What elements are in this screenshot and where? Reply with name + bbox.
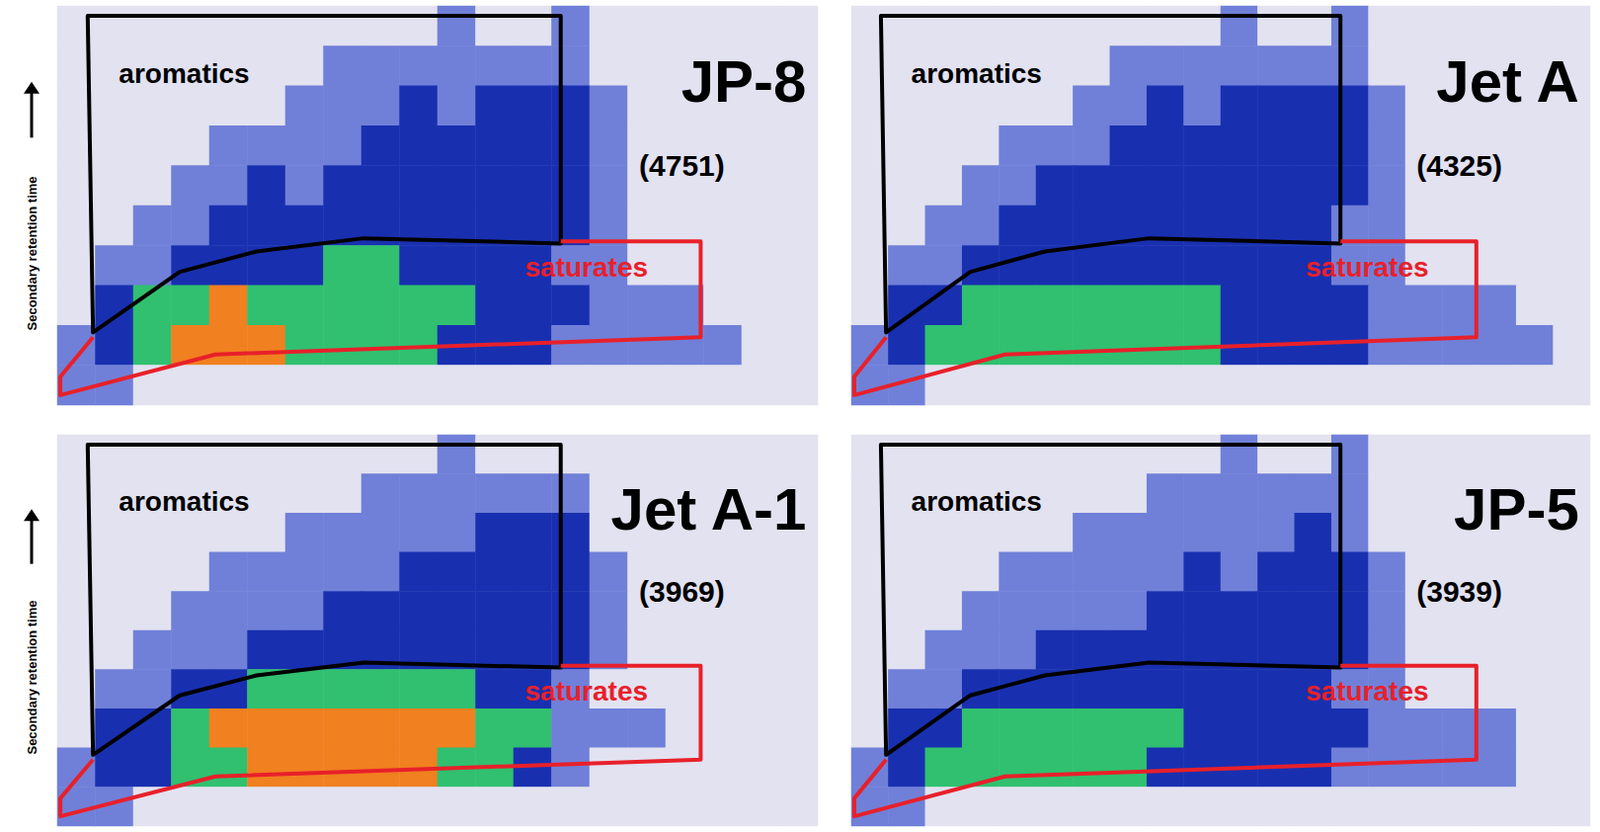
svg-text:aromatics: aromatics [911,58,1042,89]
svg-text:aromatics: aromatics [118,485,249,517]
svg-text:saturates: saturates [525,675,649,707]
svg-text:JP-5: JP-5 [1453,476,1580,543]
svg-text:Secondary retention time: Secondary retention time [24,599,40,754]
svg-text:(4325): (4325) [1416,149,1503,182]
svg-text:Jet A-1: Jet A-1 [611,476,807,543]
svg-text:JP-8: JP-8 [681,48,807,115]
svg-text:Secondary retention time: Secondary retention time [24,175,40,330]
svg-text:saturates: saturates [1305,251,1430,283]
svg-text:(4751): (4751) [639,149,725,182]
svg-text:aromatics: aromatics [118,58,249,89]
svg-text:saturates: saturates [525,251,649,283]
svg-text:saturates: saturates [1305,675,1430,707]
svg-text:(3939): (3939) [1416,574,1503,608]
svg-text:Jet A: Jet A [1436,48,1580,115]
svg-text:(3969): (3969) [639,574,725,608]
svg-text:aromatics: aromatics [911,485,1042,517]
